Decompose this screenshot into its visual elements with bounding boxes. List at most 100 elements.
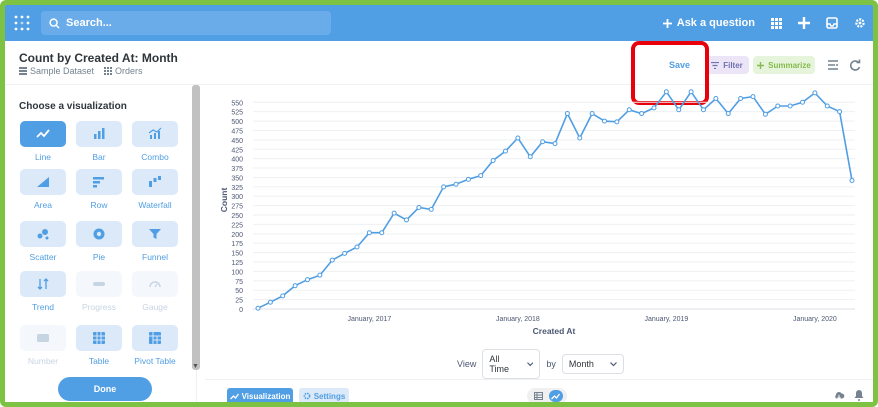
summarize-button[interactable]: Summarize (753, 56, 815, 74)
viz-tile[interactable] (20, 271, 66, 297)
sidebar-scrollbar[interactable] (192, 85, 200, 370)
viz-tile[interactable] (132, 121, 178, 147)
series-line (257, 90, 853, 309)
data-point (639, 111, 645, 117)
viz-tile[interactable] (76, 121, 122, 147)
viz-option-row[interactable]: Row (75, 169, 123, 210)
y-tick-label: 450 (231, 138, 243, 145)
data-point (589, 111, 595, 117)
viz-option-label: Table (88, 356, 110, 366)
viz-option-scatter[interactable]: Scatter (19, 221, 67, 262)
line-chart-icon (229, 393, 239, 399)
metabase-logo-icon[interactable] (13, 14, 31, 32)
viz-tile[interactable] (20, 169, 66, 195)
viz-tile[interactable] (76, 325, 122, 351)
done-button[interactable]: Done (58, 377, 152, 401)
y-tick-label: 150 (231, 251, 243, 258)
search-input[interactable]: Search... (41, 11, 331, 35)
data-point (255, 305, 261, 311)
viz-option-label: Funnel (142, 252, 168, 262)
pivot-table-icon (149, 332, 161, 344)
data-point (490, 158, 496, 164)
data-point (837, 109, 843, 115)
settings-button[interactable]: Settings (299, 388, 349, 402)
y-tick-label: 375 (231, 166, 243, 173)
y-tick-label: 525 (231, 110, 243, 117)
filter-button[interactable]: Filter (705, 56, 749, 74)
viz-tile[interactable] (76, 169, 122, 195)
database-crumb[interactable]: Sample Dataset (19, 66, 94, 76)
viz-option-pivot-table[interactable]: Pivot Table (131, 325, 179, 366)
refresh-icon[interactable] (848, 58, 862, 72)
data-point (478, 173, 484, 179)
y-tick-label: 350 (231, 175, 243, 182)
combo-chart-icon (148, 127, 162, 139)
viz-tile[interactable] (20, 221, 66, 247)
viz-option-label: Trend (32, 302, 54, 312)
data-point (552, 141, 558, 147)
data-point (725, 111, 731, 117)
question-header: Count by Created At: Month Sample Datase… (5, 41, 873, 85)
viz-option-label: Combo (141, 152, 169, 162)
scroll-down-arrow-icon[interactable]: ▼ (192, 363, 199, 370)
filter-label: Filter (723, 60, 743, 70)
table-grid-icon (104, 67, 113, 75)
chevron-down-icon (526, 361, 534, 366)
x-tick-label: January, 2019 (644, 316, 688, 323)
inbox-icon[interactable] (825, 16, 839, 30)
viz-option-funnel[interactable]: Funnel (131, 221, 179, 262)
data-point (738, 96, 744, 102)
data-point (305, 277, 310, 283)
line-chart-icon (36, 129, 50, 138)
viz-option-progress: Progress (75, 271, 123, 312)
notebook-editor-icon[interactable] (826, 58, 840, 72)
viz-option-table[interactable]: Table (75, 325, 123, 366)
viz-tile[interactable] (76, 221, 122, 247)
viz-option-trend[interactable]: Trend (19, 271, 67, 312)
time-unit-value: Month (568, 359, 594, 369)
viz-option-line[interactable]: Line (19, 121, 67, 162)
table-name: Orders (115, 66, 143, 76)
viz-option-label: Row (90, 200, 108, 210)
save-button[interactable]: Save (669, 60, 691, 70)
y-tick-label: 175 (231, 241, 243, 248)
data-point (577, 135, 583, 141)
viz-tile[interactable] (132, 169, 178, 195)
viz-option-pie[interactable]: Pie (75, 221, 123, 262)
progress-icon (93, 282, 105, 286)
viz-option-waterfall[interactable]: Waterfall (131, 169, 179, 210)
bar-chart-icon (94, 128, 105, 139)
viz-tile[interactable] (20, 121, 66, 147)
table-crumb[interactable]: Orders (104, 66, 143, 76)
viz-option-label: Waterfall (138, 200, 172, 210)
bell-icon[interactable] (853, 389, 865, 401)
data-point (713, 96, 719, 102)
viz-option-number: Number (19, 325, 67, 366)
chart-view-icon[interactable] (548, 390, 563, 402)
viz-option-combo[interactable]: Combo (131, 121, 179, 162)
data-point (342, 250, 348, 256)
add-icon[interactable] (797, 16, 811, 30)
table-view-icon[interactable] (532, 390, 546, 402)
ask-question-button[interactable]: Ask a question (662, 17, 755, 29)
by-label: by (546, 359, 556, 369)
viz-option-bar[interactable]: Bar (75, 121, 123, 162)
y-tick-label: 500 (231, 119, 243, 126)
y-tick-label: 225 (231, 222, 243, 229)
database-name: Sample Dataset (30, 66, 95, 76)
viz-tile[interactable] (132, 325, 178, 351)
viz-tile[interactable] (132, 221, 178, 247)
time-range-value: All Time (489, 354, 510, 374)
time-range-select[interactable]: All Time (482, 349, 541, 379)
visualization-button[interactable]: Visualization (227, 388, 293, 402)
time-unit-select[interactable]: Month (561, 354, 624, 374)
data-point (354, 244, 360, 250)
settings-label: Settings (313, 391, 346, 401)
grid-icon[interactable] (769, 16, 783, 30)
waterfall-chart-icon (149, 176, 161, 187)
data-point (849, 177, 855, 183)
download-icon[interactable] (833, 389, 845, 401)
viz-option-area[interactable]: Area (19, 169, 67, 210)
breadcrumb: Sample Dataset Orders (19, 66, 143, 76)
gear-icon[interactable] (853, 16, 867, 30)
